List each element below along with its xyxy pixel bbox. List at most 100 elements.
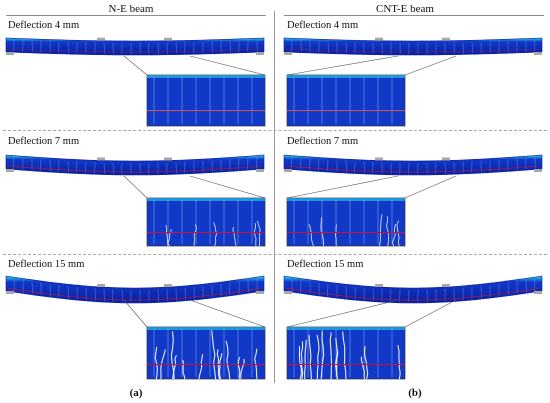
load-plate — [164, 284, 172, 288]
load-plate — [442, 37, 450, 41]
stage-label-cnte-4: Deflection 4 mm — [287, 20, 359, 31]
zoom-crack — [198, 353, 204, 380]
zoom-crack — [240, 358, 245, 379]
zoom-crack — [360, 356, 365, 380]
zoom-crack — [257, 220, 261, 247]
support-left — [284, 52, 292, 55]
zoom-crack — [342, 331, 347, 380]
load-plate — [97, 157, 105, 161]
zoom-crack — [396, 220, 400, 247]
zoom-crack — [167, 228, 172, 247]
zoom-crack — [298, 346, 302, 380]
zoom-cnte-stage-1 — [286, 74, 406, 127]
zoom-crack — [154, 346, 158, 380]
leader-line — [189, 175, 266, 199]
support-right — [534, 52, 542, 55]
zoom-crack — [193, 224, 197, 247]
zoom-top-band — [287, 327, 405, 330]
support-left — [6, 169, 14, 172]
leader-line — [286, 175, 399, 199]
leader-line — [404, 55, 457, 76]
zoom-frame — [146, 74, 266, 127]
beam-ne-stage-3 — [5, 275, 265, 304]
zoom-crack — [335, 337, 338, 380]
beam-rebar — [7, 287, 261, 301]
support-right — [256, 291, 264, 294]
zoom-crack — [316, 334, 320, 379]
beam-rebar — [285, 287, 539, 301]
beam-cnte-stage-2 — [283, 154, 543, 176]
zoom-crack — [379, 214, 383, 247]
zoom-cnte-stage-3 — [286, 326, 406, 380]
zoom-crack — [213, 222, 217, 247]
stage-label-ne-4: Deflection 4 mm — [8, 20, 80, 31]
zoom-crack — [334, 224, 337, 247]
beam-rebar — [285, 165, 539, 173]
column-divider — [274, 11, 275, 383]
zoom-crack — [211, 330, 217, 380]
zoom-crack — [392, 223, 396, 247]
beam-cnte-stage-1 — [283, 37, 543, 56]
column-heading-ne: N-E beam — [108, 3, 154, 15]
zoom-frame — [146, 197, 266, 247]
zoom-top-band — [287, 75, 405, 78]
zoom-crack — [304, 339, 307, 380]
zoom-top-band — [147, 198, 265, 201]
zoom-crack — [232, 226, 237, 247]
zoom-crack — [329, 332, 333, 380]
support-left — [6, 52, 14, 55]
load-plate — [97, 283, 105, 287]
beam-ne-stage-2 — [5, 154, 265, 176]
zoom-frame — [286, 197, 406, 247]
panel-tag-b: (b) — [408, 387, 422, 399]
stage-label-cnte-15: Deflection 15 mm — [287, 259, 364, 270]
zoom-top-band — [147, 75, 265, 78]
load-plate — [442, 284, 450, 288]
zoom-crack — [254, 223, 257, 247]
row-divider-2 — [3, 254, 547, 255]
zoom-crack — [219, 353, 223, 380]
leader-line — [123, 299, 148, 328]
beam-rebar — [7, 48, 261, 53]
leader-line — [123, 175, 148, 199]
zoom-crack — [182, 360, 186, 380]
zoom-frame — [286, 74, 406, 127]
zoom-crack — [386, 216, 390, 247]
leader-line — [404, 175, 457, 199]
zoom-crack — [225, 340, 231, 380]
zoom-crack — [320, 331, 325, 380]
zoom-crack — [300, 341, 304, 380]
leader-line — [189, 55, 266, 76]
stage-label-ne-15: Deflection 15 mm — [8, 259, 85, 270]
zoom-crack — [165, 225, 169, 247]
column-heading-cnte: CNT-E beam — [376, 3, 434, 15]
heading-rule-right — [284, 15, 544, 16]
stage-label-cnte-7: Deflection 7 mm — [287, 136, 359, 147]
zoom-cnte-stage-2 — [286, 197, 406, 247]
zoom-top-band — [147, 327, 265, 330]
load-plate — [164, 157, 172, 161]
support-right — [256, 52, 264, 55]
support-right — [534, 291, 542, 294]
zoom-frame — [146, 326, 266, 380]
load-plate — [375, 157, 383, 161]
support-left — [284, 169, 292, 172]
load-plate — [375, 37, 383, 41]
leader-line — [286, 299, 399, 328]
zoom-crack — [308, 334, 312, 380]
row-divider-1 — [3, 130, 547, 131]
zoom-crack — [170, 331, 175, 380]
beam-rebar — [285, 48, 539, 53]
zoom-crack — [237, 356, 241, 380]
zoom-ne-stage-2 — [146, 197, 266, 247]
leader-line — [123, 55, 148, 76]
zoom-crack — [172, 355, 177, 380]
support-right — [256, 169, 264, 172]
support-left — [6, 291, 14, 294]
panel-tag-a: (a) — [129, 387, 143, 399]
stage-label-ne-7: Deflection 7 mm — [8, 136, 80, 147]
load-plate — [97, 37, 105, 41]
zoom-ne-stage-1 — [146, 74, 266, 127]
zoom-crack — [397, 345, 401, 380]
support-right — [534, 169, 542, 172]
